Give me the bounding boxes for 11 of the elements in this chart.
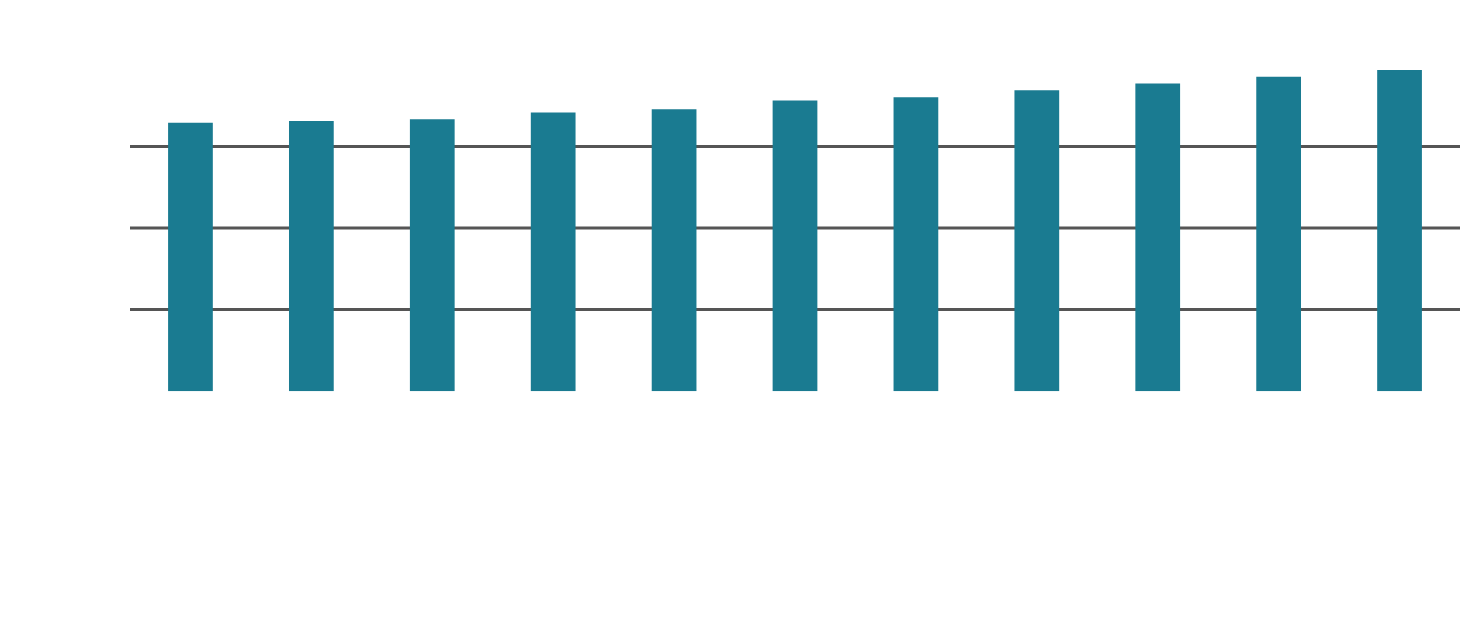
bar: [651, 109, 697, 392]
bar: [1256, 76, 1302, 392]
bar: [168, 122, 213, 392]
bar: [409, 119, 455, 392]
bar: [772, 100, 818, 392]
bar: [1014, 90, 1060, 392]
bar: [893, 97, 939, 392]
bar: [530, 112, 576, 392]
bar: [1377, 70, 1422, 392]
bar: [289, 121, 334, 392]
bar: [1135, 83, 1181, 392]
